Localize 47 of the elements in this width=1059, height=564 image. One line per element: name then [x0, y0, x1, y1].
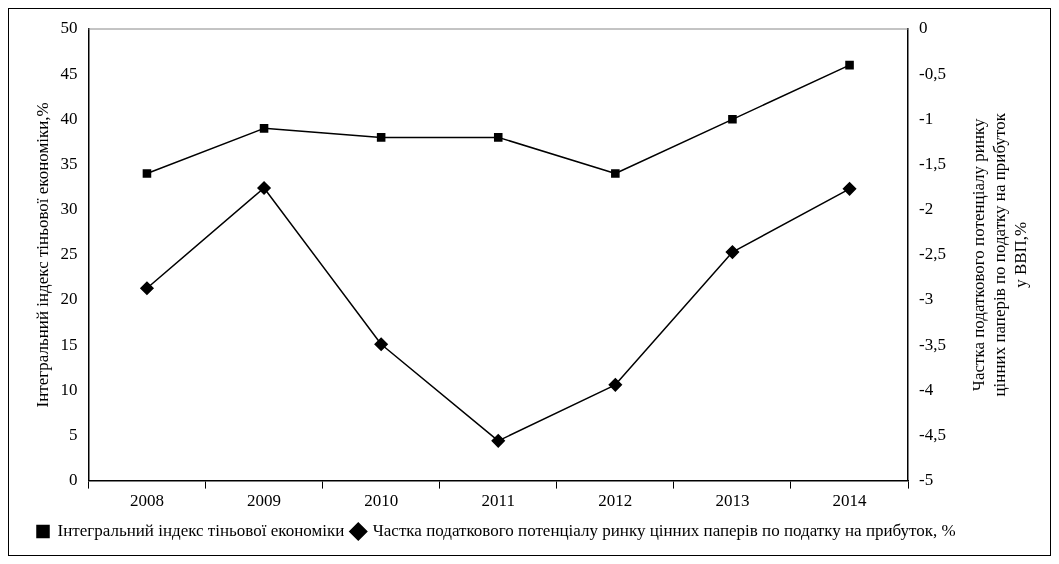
- legend-label: Частка податкового потенціалу ринку цінних паперів по податку на прибуток, %: [372, 520, 956, 540]
- x-tick-label: 2013: [715, 491, 750, 511]
- x-tick-label: 2010: [364, 491, 399, 511]
- y-tick-label: 40: [60, 108, 78, 128]
- y2-tick-label: -1: [919, 108, 934, 128]
- legend-label: Інтегральний індекс тіньової економіки: [57, 520, 345, 540]
- y2-tick-label: -3: [919, 289, 934, 309]
- y2-tick-label: -1,5: [919, 153, 947, 173]
- point: [725, 245, 740, 259]
- y2-axis-title: Частка податкового потенціалу ринку цінних паперів по податку на прибуток у ВВП,%: [969, 112, 1031, 397]
- y-tick-label: 5: [68, 424, 78, 444]
- y-axis-title: Інтегральний індекс тіньової економіки,%: [32, 102, 52, 408]
- point: [608, 378, 623, 392]
- point: [142, 169, 152, 178]
- point: [259, 124, 269, 133]
- y2-tick-label: -4: [919, 379, 934, 399]
- y-tick-label: 20: [60, 289, 78, 309]
- y2-tick-label: -0,5: [919, 63, 947, 83]
- point: [842, 182, 857, 196]
- point: [493, 133, 503, 142]
- point: [257, 181, 271, 195]
- y-tick-label: 45: [60, 63, 78, 83]
- point: [611, 169, 620, 178]
- x-tick-label: 2008: [129, 491, 164, 511]
- point: [845, 60, 854, 70]
- y2-tick-label: 0: [919, 18, 928, 38]
- x-tick-label: 2011: [481, 491, 515, 511]
- point: [140, 281, 154, 295]
- y-tick-label: 15: [60, 334, 78, 354]
- x-tick-label: 2009: [247, 491, 282, 511]
- y2-tick-label: -5: [919, 470, 934, 490]
- y2-tick-label: -2: [919, 199, 934, 219]
- y-tick-label: 25: [60, 244, 78, 264]
- y-tick-label: 50: [60, 18, 78, 38]
- y-tick-label: 30: [60, 199, 78, 219]
- y-tick-label: 10: [60, 379, 78, 399]
- y2-tick-label: -3,5: [919, 334, 947, 354]
- point: [728, 115, 737, 124]
- point: [374, 337, 388, 351]
- point: [376, 133, 386, 142]
- x-tick-label: 2014: [832, 491, 868, 511]
- point: [491, 434, 505, 448]
- y2-tick-label: -2,5: [919, 244, 947, 264]
- y2-tick-label: -4,5: [919, 424, 947, 444]
- y-tick-label: 0: [68, 470, 78, 490]
- y-tick-label: 35: [60, 153, 78, 173]
- x-tick-label: 2012: [598, 491, 633, 511]
